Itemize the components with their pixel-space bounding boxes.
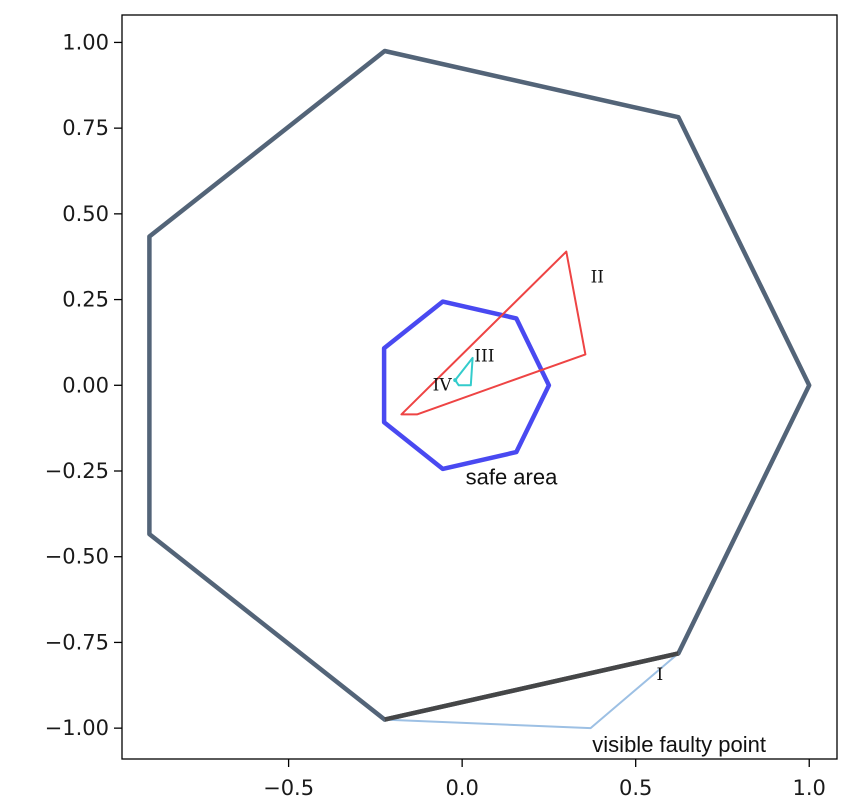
x-tick-label: 1.0 [793, 776, 826, 800]
point-marker [453, 378, 458, 383]
axes-frame [121, 14, 838, 760]
y-tick-label: −0.75 [45, 630, 109, 654]
y-tick-label: −0.25 [45, 459, 109, 483]
y-tick-label: 1.00 [62, 30, 109, 54]
plot-area [147, 48, 812, 730]
series-safe-area-heptagon [381, 299, 552, 472]
series-highlighted-edge [384, 651, 679, 722]
x-tick-label: 0.0 [445, 776, 478, 800]
series-outer-heptagon [147, 48, 812, 722]
y-tick-label: −0.50 [45, 545, 109, 569]
x-tick-label: −0.5 [263, 776, 314, 800]
annotation-I: I [657, 665, 664, 685]
series-triangle-II [400, 250, 587, 416]
series-faulty-triangle-I [384, 652, 680, 730]
x-tick-label: 0.5 [619, 776, 652, 800]
y-tick-label: 0.50 [62, 202, 109, 226]
annotation-II: II [591, 267, 604, 287]
annotation-III: III [474, 346, 494, 366]
annotation-IV: IV [433, 375, 453, 395]
axes: −0.5 0.0 0.5 1.0 −1.00 −0.75 −0.50 −0.25 0.00 0.2… [45, 14, 838, 800]
y-tick-label: 0.25 [62, 288, 109, 312]
y-tick-label: 0.75 [62, 116, 109, 140]
y-tick-label: 0.00 [62, 373, 109, 397]
annotation-visible-faulty-point: visible faulty point [592, 732, 766, 757]
series-triangle-III [454, 356, 474, 387]
annotation-safe-area: safe area [466, 465, 558, 490]
y-tick-label: −1.00 [45, 716, 109, 740]
